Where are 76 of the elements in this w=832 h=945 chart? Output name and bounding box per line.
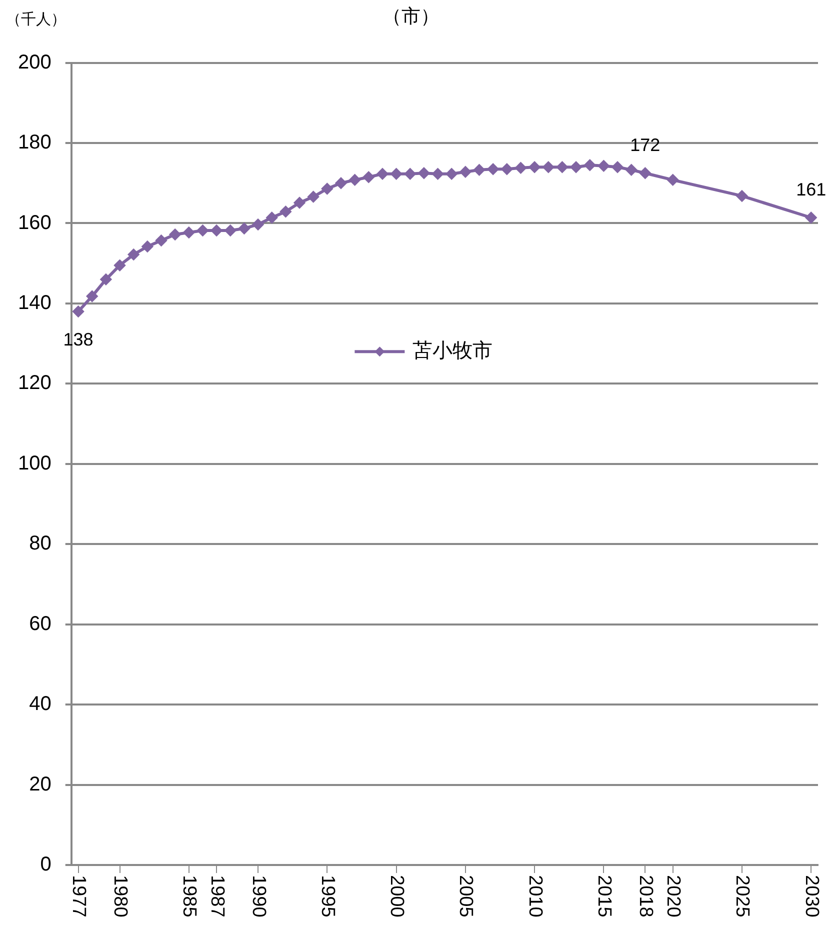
- point: [252, 218, 264, 230]
- point: [72, 306, 84, 317]
- point: [806, 212, 817, 224]
- point: [266, 212, 278, 224]
- point: [114, 260, 126, 271]
- y-tick-label: 100: [18, 452, 52, 474]
- point: [128, 249, 140, 260]
- point: [460, 166, 471, 178]
- x-tick-label: 2015: [593, 875, 614, 918]
- point: [640, 168, 651, 179]
- y-tick-label: 0: [40, 854, 52, 876]
- y-tick-label: 120: [18, 372, 52, 394]
- point: [418, 168, 430, 179]
- data-label: 172: [630, 135, 660, 156]
- y-tick-label: 200: [18, 51, 52, 74]
- point: [542, 162, 554, 173]
- y-tick-label: 160: [18, 212, 52, 234]
- legend-label: 苫小牧市: [412, 340, 493, 362]
- point: [363, 172, 374, 183]
- point: [474, 164, 485, 176]
- data-label: 138: [63, 329, 94, 350]
- point: [488, 164, 499, 175]
- y-axis-title: （千人）: [6, 11, 66, 28]
- chart-title: （市）: [382, 6, 440, 28]
- data-label: 161: [796, 180, 826, 200]
- point: [294, 197, 306, 208]
- x-tick-label: 2018: [634, 875, 656, 918]
- x-tick-label: 2000: [386, 875, 408, 918]
- point: [322, 183, 333, 194]
- point: [308, 191, 319, 202]
- point: [142, 241, 153, 252]
- point: [584, 160, 596, 171]
- point: [238, 222, 250, 234]
- point: [390, 168, 402, 180]
- point: [197, 224, 208, 236]
- point: [432, 168, 444, 180]
- x-tick-label: 1977: [68, 875, 90, 918]
- point: [170, 228, 181, 240]
- point: [86, 290, 98, 302]
- point: [570, 162, 582, 173]
- point: [612, 162, 624, 173]
- x-tick-label: 1990: [248, 875, 269, 918]
- point: [376, 168, 388, 180]
- x-tick-label: 1985: [178, 875, 200, 918]
- x-tick-label: 2005: [455, 875, 476, 918]
- x-tick-label: 1995: [316, 875, 338, 918]
- point: [183, 226, 194, 238]
- point: [211, 224, 222, 236]
- point: [280, 206, 292, 218]
- point: [446, 168, 458, 180]
- point: [515, 162, 526, 174]
- x-tick-label: 2025: [732, 875, 753, 918]
- x-tick-label: 2020: [662, 875, 684, 918]
- point: [667, 174, 678, 186]
- point: [156, 234, 167, 246]
- point: [501, 164, 512, 175]
- point: [736, 190, 748, 202]
- y-tick-label: 40: [29, 693, 52, 716]
- x-tick-label: 1987: [206, 875, 228, 918]
- point: [224, 224, 236, 236]
- point: [598, 160, 610, 172]
- x-tick-label: 2030: [800, 875, 822, 918]
- point: [335, 178, 346, 189]
- point: [100, 274, 112, 285]
- point: [626, 164, 637, 176]
- point: [556, 162, 568, 173]
- point: [349, 174, 360, 186]
- point: [529, 162, 540, 173]
- y-tick-label: 20: [29, 773, 52, 796]
- x-tick-label: 1980: [110, 875, 131, 918]
- point: [404, 168, 416, 180]
- x-tick-label: 2010: [524, 875, 546, 918]
- y-tick-label: 140: [18, 292, 52, 314]
- y-tick-label: 60: [29, 612, 52, 635]
- y-tick-label: 180: [18, 132, 52, 154]
- y-tick-label: 80: [29, 532, 52, 555]
